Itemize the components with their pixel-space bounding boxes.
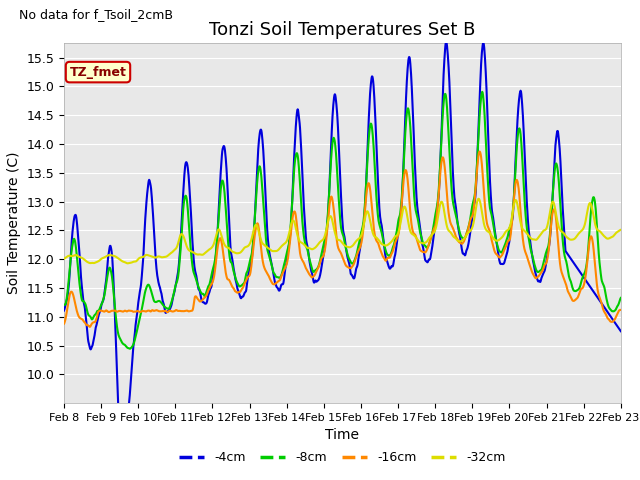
Text: No data for f_Tsoil_2cmB: No data for f_Tsoil_2cmB: [19, 8, 173, 21]
Y-axis label: Soil Temperature (C): Soil Temperature (C): [7, 152, 21, 294]
X-axis label: Time: Time: [325, 429, 360, 443]
Title: Tonzi Soil Temperatures Set B: Tonzi Soil Temperatures Set B: [209, 21, 476, 39]
Legend: -4cm, -8cm, -16cm, -32cm: -4cm, -8cm, -16cm, -32cm: [174, 446, 511, 469]
Text: TZ_fmet: TZ_fmet: [70, 66, 127, 79]
